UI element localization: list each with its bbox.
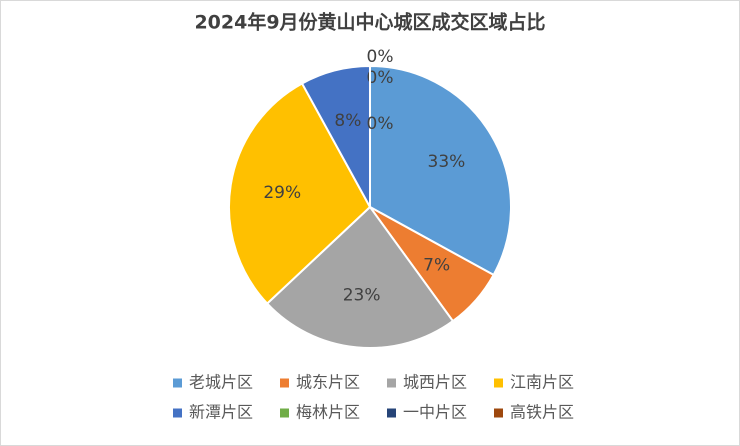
legend-label: 梅林片区	[296, 403, 360, 422]
legend-swatch	[494, 378, 503, 388]
legend-label: 城东片区	[296, 373, 360, 392]
legend-label: 高铁片区	[510, 403, 574, 422]
legend-swatch	[387, 378, 396, 388]
pie-slice	[228, 82, 372, 305]
data-label: 0%	[367, 47, 394, 67]
data-label: 0%	[367, 68, 394, 88]
legend-swatch	[173, 408, 182, 418]
pie-slice	[369, 64, 512, 277]
legend-swatch	[280, 408, 289, 418]
legend-label: 城西片区	[403, 373, 467, 392]
data-label: 33%	[428, 152, 466, 172]
legend-label: 江南片区	[510, 373, 574, 392]
chart-title: 2024年9月份黄山中心城区成交区域占比	[194, 11, 545, 34]
legend-swatch	[387, 408, 396, 418]
legend-label: 一中片区	[403, 403, 467, 422]
data-label: 7%	[423, 256, 450, 276]
data-label: 29%	[263, 183, 301, 203]
legend-swatch	[173, 378, 182, 388]
pie-slice	[265, 205, 455, 349]
legend-swatch	[494, 408, 503, 418]
data-label: 8%	[334, 111, 361, 131]
data-label: 23%	[343, 285, 381, 305]
legend-swatch	[280, 378, 289, 388]
data-label: 0%	[367, 114, 394, 134]
legend-label: 老城片区	[189, 373, 253, 392]
legend-label: 新潭片区	[189, 403, 253, 422]
